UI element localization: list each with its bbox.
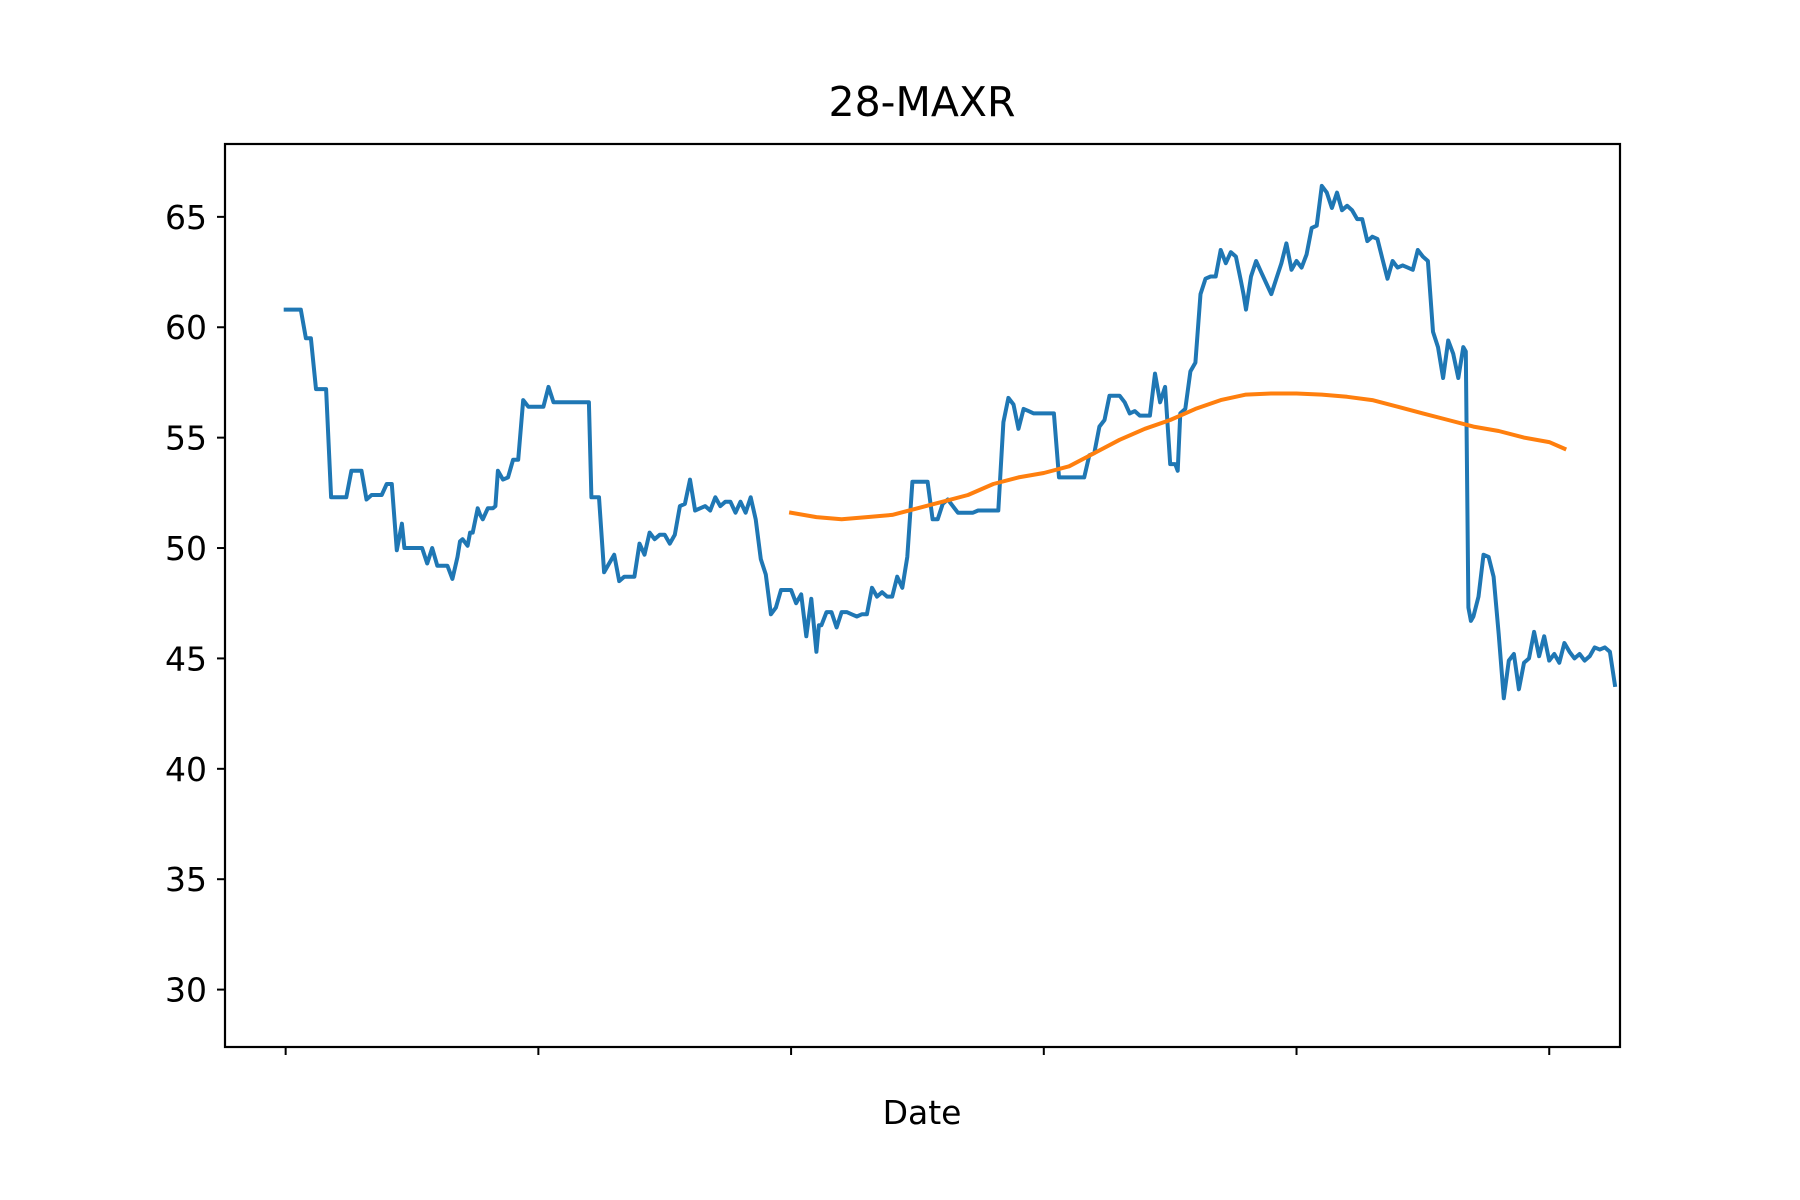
chart-title: 28-MAXR [829, 78, 1016, 126]
axis-layer: 30 35 40 45 50 55 60 65 [165, 198, 1551, 1055]
y-tick-label: 65 [165, 198, 207, 237]
y-tick-label: 30 [165, 971, 207, 1010]
y-tick-label: 35 [165, 860, 207, 899]
y-tick-label: 55 [165, 419, 207, 458]
y-tick-label: 40 [165, 750, 207, 789]
series-line-moving-average [788, 391, 1568, 522]
y-tick-label: 60 [165, 308, 207, 347]
plot-layer [283, 183, 1618, 701]
plot-frame [223, 142, 1622, 1049]
y-tick-label: 45 [165, 639, 207, 678]
y-tick-label: 50 [165, 529, 207, 568]
x-axis-label: Date [883, 1093, 962, 1132]
